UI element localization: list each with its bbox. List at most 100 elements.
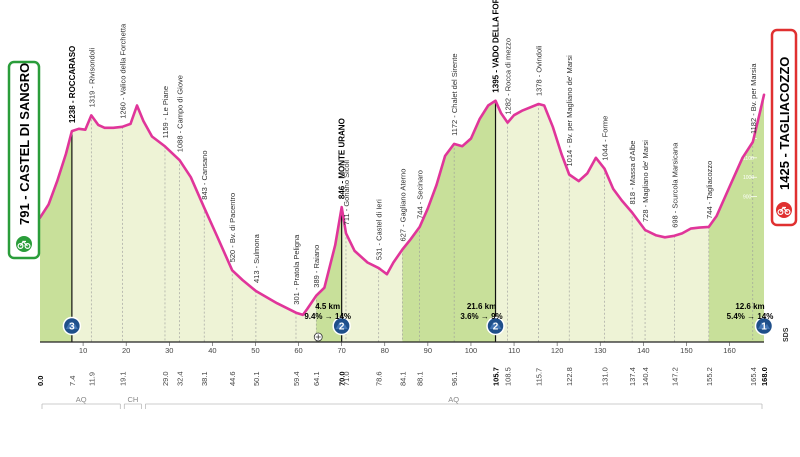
waypoint-label: 1319 - Rivisondoli <box>87 47 96 107</box>
climb-badge: 1 <box>754 316 774 336</box>
km-mark: 78.6 <box>375 371 384 386</box>
km-mark: 105.7 <box>492 367 501 386</box>
sds-label: SDS <box>783 327 790 342</box>
km-mark: 168.0 <box>760 367 769 386</box>
tick-label: 50 <box>251 346 259 355</box>
km-mark: 70.0 <box>338 371 347 386</box>
km-mark: 59.4 <box>292 371 301 386</box>
km-mark: 64.1 <box>312 371 321 386</box>
km-mark: 50.1 <box>252 371 261 386</box>
climb-length: 12.6 km <box>735 302 764 311</box>
km-mark: 122.8 <box>565 367 574 386</box>
intermediate-sprint-icon <box>313 332 323 342</box>
km-mark: 131.0 <box>601 367 610 386</box>
elevation-tick-label: 1000 <box>743 175 754 181</box>
km-mark: 115.7 <box>535 368 544 386</box>
km-axis: 10 20 30 40 50 60 70 80 90 100 110 120 130 140 150 160 0… <box>36 341 769 386</box>
waypoint-label: 698 - Scurcola Marsicana <box>670 142 679 228</box>
waypoint-label: 627 - Gagliano Aterno <box>398 169 407 242</box>
waypoint-label: 1395 - VADO DELLA FORCELLA <box>492 0 501 93</box>
elevation-tick-label: 1100 <box>743 156 754 162</box>
km-mark: 29.0 <box>161 371 170 386</box>
region-label: CH <box>127 395 138 404</box>
waypoint-label: 744 - Tagliacozzo <box>705 161 714 219</box>
climb-gradient: 9.4% → 14% <box>304 312 351 321</box>
tick-label: 140 <box>637 346 650 355</box>
bike-icon <box>17 240 31 250</box>
start-label: 791 - CASTEL DI SANGRO <box>17 63 32 225</box>
tick-label: 80 <box>381 346 389 355</box>
waypoint-label: 1260 - Valico della Forchetta <box>118 23 127 119</box>
tick-label: 130 <box>594 346 607 355</box>
climb-category: 2 <box>339 322 345 333</box>
sprint-cross <box>315 334 321 340</box>
start-box <box>7 60 41 260</box>
tick-label: 110 <box>508 346 520 355</box>
km-mark: 7.4 <box>68 376 77 386</box>
km-mark: 32.4 <box>176 371 185 386</box>
mountain-shape <box>489 322 502 329</box>
climb-category: 3 <box>69 322 75 333</box>
climb-length: 21.6 km <box>467 302 496 311</box>
mountain-shape <box>335 322 348 329</box>
km-mark: 11.9 <box>87 372 96 386</box>
profile-polyline <box>38 93 766 317</box>
climb-area <box>402 100 496 342</box>
tick-label: 30 <box>165 346 173 355</box>
tick-label: 10 <box>79 346 87 355</box>
waypoint-label: 1172 - Chalet del Sirente <box>450 53 459 135</box>
km-mark: 96.1 <box>450 371 459 386</box>
waypoint-label: 1282 - Rocca di mezzo <box>504 38 513 115</box>
finish-label: 1425 - TAGLIACOZZO <box>777 57 792 190</box>
km-mark: 88.1 <box>416 371 425 386</box>
region-label: AQ <box>76 395 87 404</box>
start-banner: 791 - CASTEL DI SANGRO <box>7 60 41 260</box>
climb-gradient: 3.6% → 9% <box>460 312 502 321</box>
profile-area <box>40 94 764 342</box>
waypoint-label: 1014 - Bv. per Magliano de' Marsi <box>565 55 574 167</box>
km-mark: 38.1 <box>200 371 209 386</box>
climb-markers: 3 24.5 km9.4% → 14%221.6 km3.6% → 9%112.6… <box>62 302 774 342</box>
km-mark: 147.2 <box>670 367 679 386</box>
climb-category: 2 <box>493 322 499 333</box>
elevation-tick-label: 1300 <box>743 117 754 123</box>
waypoint-label: 1088 - Campo di Giove <box>176 75 185 152</box>
elevation-tick-label: 900 <box>743 195 752 201</box>
waypoint-label: 301 - Pratola Peligna <box>292 234 301 305</box>
waypoint-labels: 1238 - ROCCARASO 1319 - Rivisondoli 1260 -… <box>68 0 758 305</box>
climb-category: 1 <box>761 322 767 333</box>
climb-area <box>708 94 764 342</box>
climb-gradient: 5.4% → 14% <box>727 312 774 321</box>
region-bar: AQ CH AQ <box>41 395 763 409</box>
region-label: AQ <box>448 395 459 404</box>
elevation-ticks: 900 1000 1100 1200 1300 1400 <box>743 98 757 201</box>
bike-icon <box>777 206 791 216</box>
profile-fill <box>40 94 764 342</box>
waypoint-label: 843 - Cansano <box>200 150 209 199</box>
km-mark: 71.0 <box>342 371 351 386</box>
tick-label: 150 <box>680 346 693 355</box>
km-mark: 108.5 <box>504 367 513 386</box>
climb-area <box>40 131 72 342</box>
elevation-tick-label: 1400 <box>743 98 754 104</box>
km-mark: 137.4 <box>628 367 637 386</box>
waypoint-lines <box>71 100 754 342</box>
tick-label: 100 <box>465 346 478 355</box>
finish-banner: 1425 - TAGLIACOZZO <box>770 28 798 227</box>
tick-label: 160 <box>723 346 736 355</box>
tick-label: 40 <box>208 346 216 355</box>
waypoint-label: 711 - Goriano Sicoli <box>342 160 351 226</box>
mountain-shape <box>65 322 78 329</box>
km-mark: 165.4 <box>749 367 758 386</box>
tick-label: 20 <box>122 346 130 355</box>
waypoint-label: 818 - Massa d'Albe <box>628 141 637 205</box>
waypoint-label: 1159 - Le Piane <box>161 86 170 138</box>
waypoint-label: 1238 - ROCCARASO <box>68 46 77 123</box>
climb-badge: 2 <box>332 316 351 336</box>
waypoint-label: 1182 - Bv. per Marsia <box>749 63 758 134</box>
waypoint-label: 744 - Secinaro <box>416 170 425 219</box>
km-mark: 155.2 <box>705 367 714 386</box>
waypoint-label: 1378 - Ovindoli <box>535 45 544 96</box>
tick-label: 120 <box>551 346 564 355</box>
